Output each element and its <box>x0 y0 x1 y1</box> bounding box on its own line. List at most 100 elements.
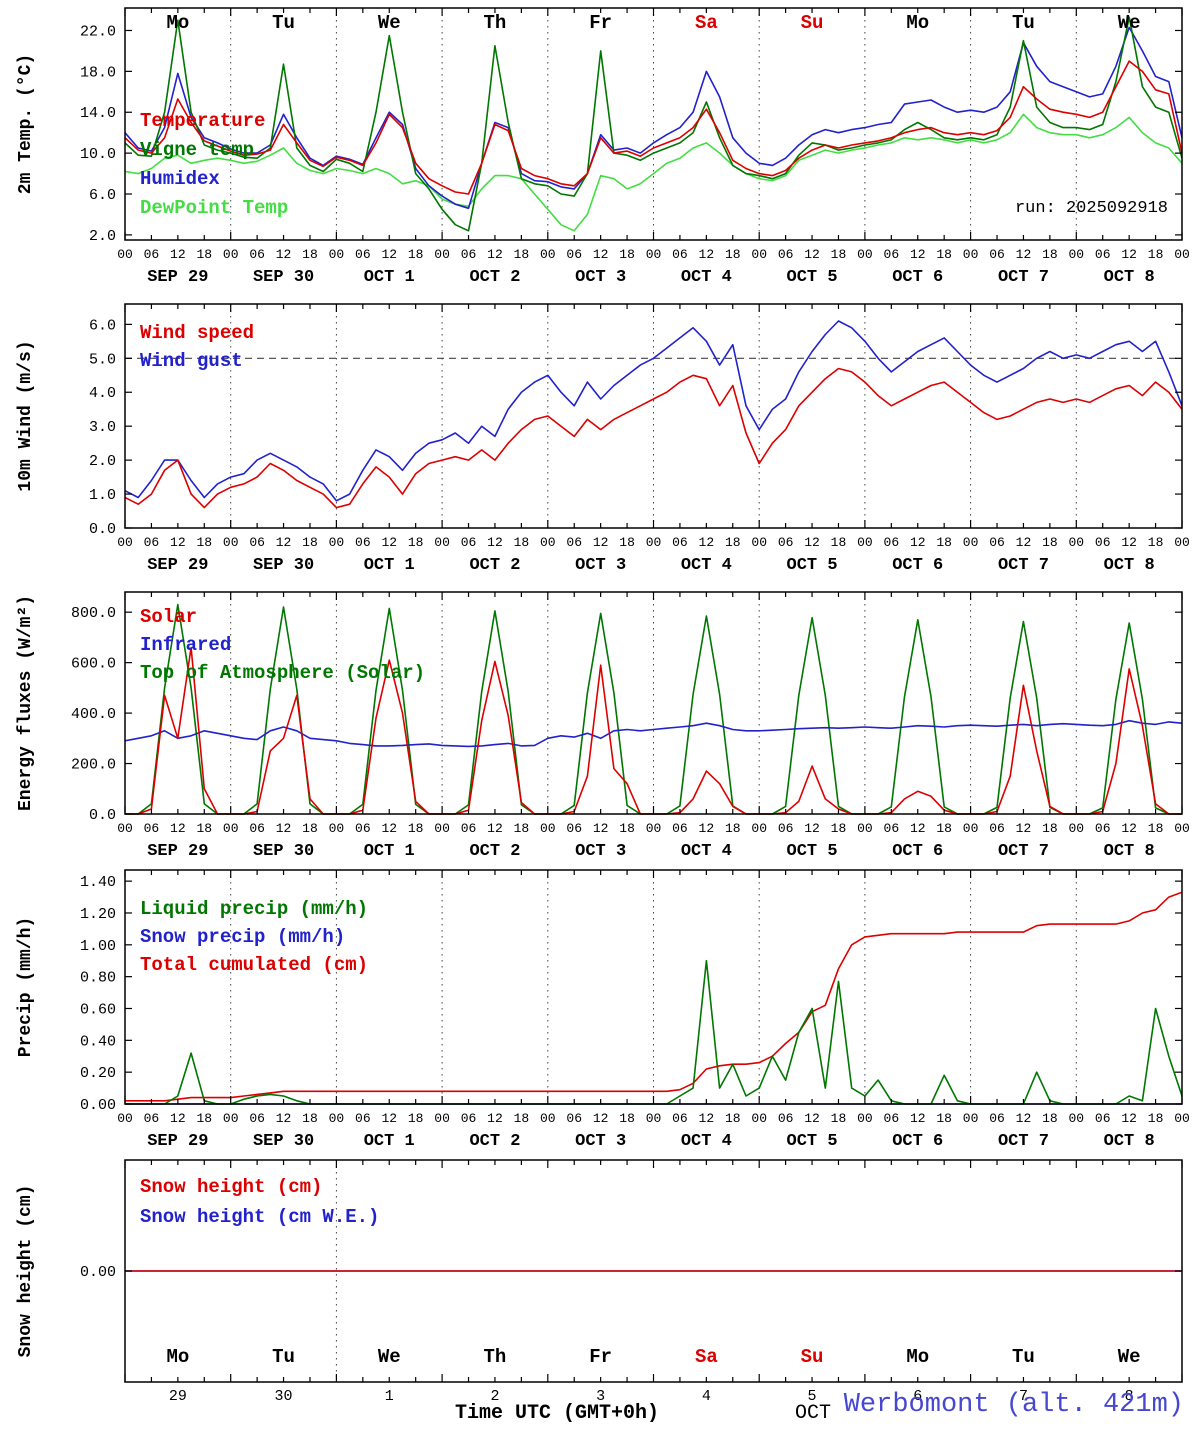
svg-text:OCT 6: OCT 6 <box>892 842 943 861</box>
svg-text:SEP 30: SEP 30 <box>253 268 314 287</box>
series-temperature <box>124 60 1183 195</box>
svg-text:06: 06 <box>672 247 688 262</box>
svg-text:0.00: 0.00 <box>80 1264 116 1281</box>
day-name-labels: Mo Tu We Th Fr Sa Su Mo Tu We <box>166 1346 1140 1368</box>
y-axis-label: 2m Temp. (°C) <box>16 54 36 194</box>
series-wind-speed <box>124 367 1183 509</box>
svg-text:0.20: 0.20 <box>80 1065 116 1082</box>
svg-text:2.0: 2.0 <box>89 228 116 245</box>
svg-text:12: 12 <box>381 821 397 836</box>
svg-text:18: 18 <box>408 1111 424 1126</box>
svg-text:18: 18 <box>936 535 952 550</box>
svg-text:00: 00 <box>857 821 873 836</box>
svg-text:12: 12 <box>487 247 503 262</box>
svg-text:OCT 6: OCT 6 <box>892 556 943 575</box>
svg-text:12: 12 <box>276 821 292 836</box>
legend-item-humidex: Humidex <box>140 168 220 190</box>
svg-text:7: 7 <box>1019 1388 1028 1405</box>
svg-text:00: 00 <box>1068 821 1084 836</box>
svg-text:06: 06 <box>672 535 688 550</box>
svg-text:06: 06 <box>144 247 160 262</box>
svg-text:We: We <box>1118 1346 1141 1368</box>
y-ticks: 0.0 200.0 400.0 600.0 800.0 <box>71 605 1182 824</box>
svg-text:OCT 8: OCT 8 <box>1104 556 1155 575</box>
svg-text:5: 5 <box>808 1388 817 1405</box>
svg-text:OCT 4: OCT 4 <box>681 556 732 575</box>
svg-text:4: 4 <box>702 1388 711 1405</box>
svg-text:18: 18 <box>196 535 212 550</box>
svg-text:18.0: 18.0 <box>80 64 116 81</box>
svg-text:Fr: Fr <box>589 1346 612 1368</box>
svg-text:1.40: 1.40 <box>80 874 116 891</box>
svg-text:06: 06 <box>355 1111 371 1126</box>
svg-text:06: 06 <box>461 821 477 836</box>
hour-labels: 00 06 12 18 00 06 12 18 00 06 12 18 00 06 12 18 00 06 12 18… <box>117 821 1190 836</box>
svg-text:18: 18 <box>408 535 424 550</box>
svg-text:SEP 30: SEP 30 <box>253 1132 314 1151</box>
x-ticks <box>124 8 1183 240</box>
svg-text:5.0: 5.0 <box>89 351 116 368</box>
energy-chart-svg: 0.0 200.0 400.0 600.0 800.0 Energy fluxes (W/… <box>16 591 1190 861</box>
svg-text:06: 06 <box>355 821 371 836</box>
y-axis-label: Energy fluxes (W/m²) <box>16 595 36 811</box>
legend-item-snow-height-cm-w-e-: Snow height (cm W.E.) <box>140 1206 379 1228</box>
svg-text:12: 12 <box>381 535 397 550</box>
svg-text:12: 12 <box>487 1111 503 1126</box>
svg-text:06: 06 <box>461 535 477 550</box>
svg-text:18: 18 <box>619 1111 635 1126</box>
model-credit: MARv3.14 model forced by GFS (c) Lab. of… <box>4 1396 426 1440</box>
svg-text:OCT 5: OCT 5 <box>787 556 838 575</box>
svg-text:00: 00 <box>329 1111 345 1126</box>
x-ticks <box>124 870 1183 1104</box>
svg-text:00: 00 <box>963 821 979 836</box>
svg-text:12: 12 <box>699 247 715 262</box>
svg-text:OCT 2: OCT 2 <box>469 842 520 861</box>
svg-text:06: 06 <box>778 1111 794 1126</box>
svg-text:18: 18 <box>1148 1111 1164 1126</box>
svg-text:6: 6 <box>913 1388 922 1405</box>
svg-text:12: 12 <box>804 1111 820 1126</box>
svg-text:06: 06 <box>778 247 794 262</box>
svg-text:12: 12 <box>276 535 292 550</box>
svg-text:4.0: 4.0 <box>89 385 116 402</box>
svg-text:Mo: Mo <box>906 12 929 34</box>
day-number-labels: 29 30 1 2 3 4 5 6 7 8 <box>169 1388 1134 1405</box>
svg-text:12: 12 <box>593 247 609 262</box>
svg-text:18: 18 <box>1042 821 1058 836</box>
svg-text:06: 06 <box>778 535 794 550</box>
svg-text:Th: Th <box>484 12 507 34</box>
svg-text:12: 12 <box>593 821 609 836</box>
svg-text:12: 12 <box>276 1111 292 1126</box>
svg-text:SEP 29: SEP 29 <box>147 268 208 287</box>
svg-text:OCT 5: OCT 5 <box>787 842 838 861</box>
svg-text:6.0: 6.0 <box>89 187 116 204</box>
y-ticks: 2.0 6.0 10.0 14.0 18.0 22.0 <box>80 23 1182 245</box>
svg-text:1.20: 1.20 <box>80 906 116 923</box>
svg-text:12: 12 <box>804 535 820 550</box>
svg-text:12: 12 <box>593 535 609 550</box>
svg-text:Fr: Fr <box>589 12 612 34</box>
svg-text:00: 00 <box>646 535 662 550</box>
legend-item-snow-height-cm-: Snow height (cm) <box>140 1176 322 1198</box>
svg-text:06: 06 <box>1095 535 1111 550</box>
x-ticks <box>124 304 1183 528</box>
date-labels: SEP 29 SEP 30 OCT 1 OCT 2 OCT 3 OCT 4 OCT 5 OCT… <box>147 268 1154 287</box>
svg-text:OCT 2: OCT 2 <box>469 268 520 287</box>
svg-text:OCT 6: OCT 6 <box>892 1132 943 1151</box>
svg-text:18: 18 <box>196 821 212 836</box>
svg-text:06: 06 <box>566 821 582 836</box>
legend: Liquid precip (mm/h) Snow precip (mm/h) To… <box>140 898 368 976</box>
svg-text:00: 00 <box>963 247 979 262</box>
svg-text:12: 12 <box>699 535 715 550</box>
svg-text:00: 00 <box>857 1111 873 1126</box>
plot-border <box>124 303 1183 529</box>
svg-text:18: 18 <box>936 247 952 262</box>
svg-text:12: 12 <box>1016 821 1032 836</box>
svg-text:00: 00 <box>329 247 345 262</box>
svg-text:18: 18 <box>831 535 847 550</box>
series-wind-gust <box>124 320 1183 502</box>
series-top-of-atmosphere-solar- <box>125 603 1182 815</box>
svg-text:18: 18 <box>1148 821 1164 836</box>
legend-item-wind-gust: Wind gust <box>140 350 243 372</box>
y-axis-label: Snow height (cm) <box>16 1185 36 1358</box>
